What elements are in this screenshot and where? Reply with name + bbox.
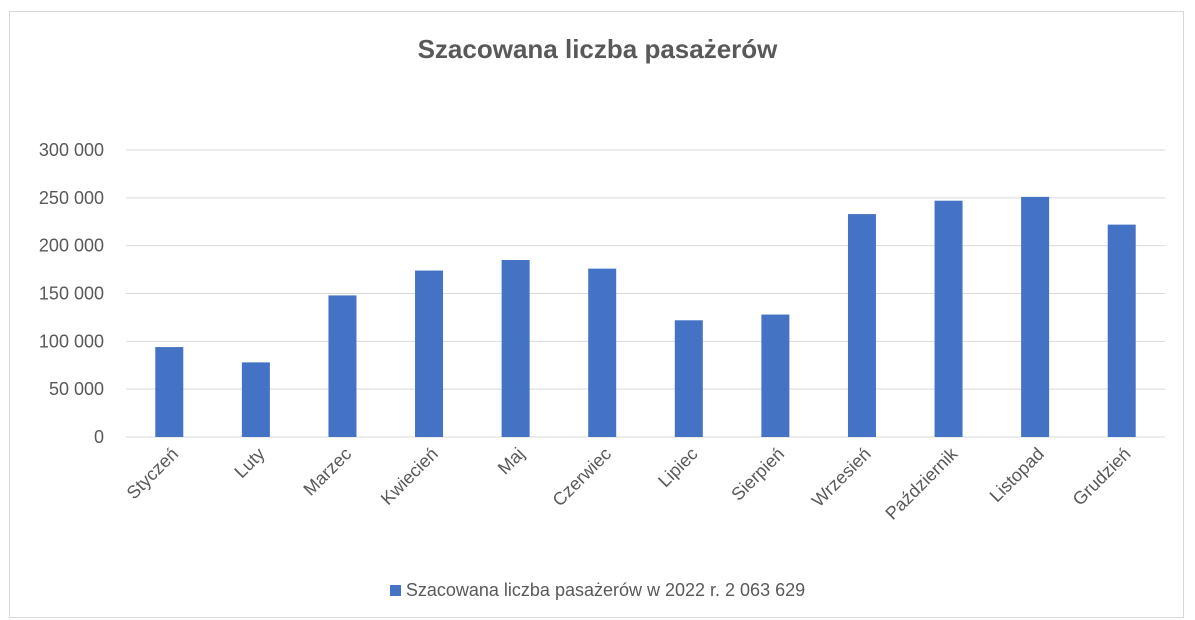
x-tick-label: Sierpień (727, 444, 788, 505)
x-tick-label: Styczeń (123, 444, 182, 503)
bar (328, 295, 356, 437)
gridlines (126, 150, 1165, 437)
bar (935, 201, 963, 437)
x-tick-label: Grudzień (1069, 444, 1135, 510)
y-tick-label: 300 000 (39, 140, 104, 160)
bar (588, 269, 616, 437)
legend: Szacowana liczba pasażerów w 2022 r. 2 0… (0, 580, 1195, 601)
bar (1021, 197, 1049, 437)
x-axis-ticks: Styczeń Luty Marzec Kwiecień Maj Czerwiec Lipi… (123, 443, 1135, 524)
bar (502, 260, 530, 437)
y-tick-label: 200 000 (39, 236, 104, 256)
y-tick-label: 100 000 (39, 331, 104, 351)
y-axis-ticks: 0 50 000 100 000 150 000 200 000 250 000 300 0… (39, 140, 104, 447)
x-tick-label: Listopad (986, 444, 1048, 506)
y-tick-label: 150 000 (39, 284, 104, 304)
bar (675, 320, 703, 437)
x-tick-label: Wrzesień (808, 444, 875, 511)
bar (415, 271, 443, 437)
x-tick-label: Maj (494, 444, 529, 479)
x-tick-label: Czerwiec (549, 444, 615, 510)
y-tick-label: 0 (94, 427, 104, 447)
x-tick-label: Kwiecień (377, 444, 442, 509)
bar (848, 214, 876, 437)
x-tick-label: Luty (230, 444, 268, 482)
bars (155, 197, 1135, 437)
legend-swatch (390, 585, 401, 596)
legend-label: Szacowana liczba pasażerów w 2022 r. 2 0… (406, 580, 805, 600)
y-tick-label: 50 000 (49, 379, 104, 399)
bar (242, 362, 270, 437)
bar (1108, 225, 1136, 437)
x-tick-label: Październik (881, 443, 962, 524)
x-tick-label: Lipiec (654, 444, 701, 491)
bar (155, 347, 183, 437)
x-tick-label: Marzec (299, 444, 355, 500)
bar (761, 315, 789, 437)
y-tick-label: 250 000 (39, 188, 104, 208)
